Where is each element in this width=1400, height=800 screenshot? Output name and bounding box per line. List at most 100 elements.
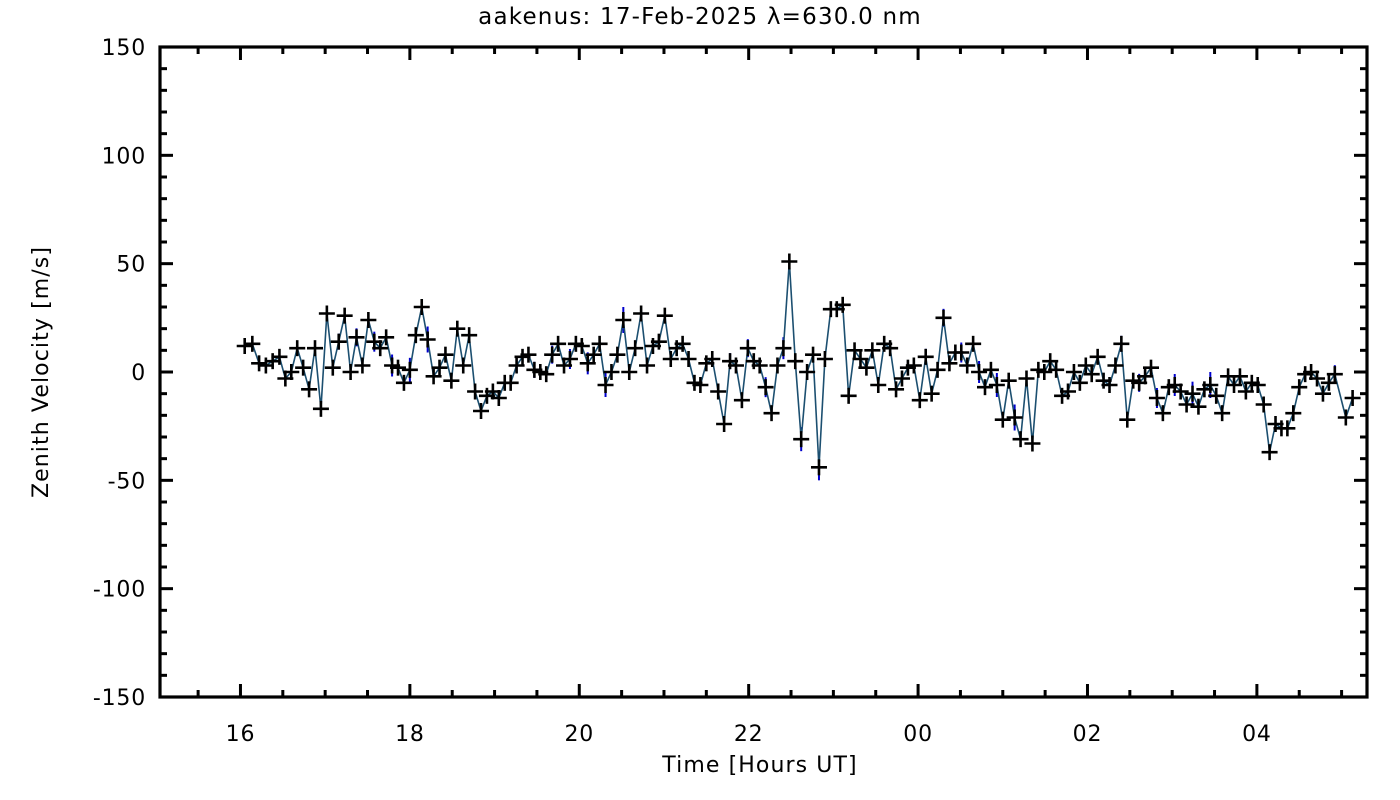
data-point-marker	[1048, 361, 1065, 378]
data-point-marker	[354, 357, 371, 374]
data-point-marker	[244, 335, 261, 352]
data-point-marker	[1190, 398, 1207, 415]
data-point-marker	[810, 459, 827, 476]
data-point-marker	[236, 338, 253, 354]
data-point-marker	[1285, 405, 1302, 422]
data-point-marker	[941, 355, 958, 372]
data-point-marker	[929, 361, 946, 378]
y-axis-title: Zenith Velocity [m/s]	[29, 246, 54, 498]
data-point-marker	[437, 346, 454, 363]
x-tick-label: 22	[734, 722, 764, 747]
data-point-marker	[751, 357, 768, 374]
page-title: aakenus: 17-Feb-2025 λ=630.0 nm	[478, 4, 922, 30]
data-point-marker	[739, 340, 756, 357]
data-point-marker	[271, 348, 288, 365]
data-point-marker	[360, 312, 377, 328]
x-tick-label: 04	[1242, 722, 1272, 747]
y-tick-label: 100	[102, 144, 146, 169]
data-point-marker	[846, 342, 863, 359]
data-point-marker	[1042, 353, 1059, 370]
data-point-marker	[793, 431, 810, 448]
data-point-marker	[882, 340, 899, 357]
y-axis-tick-labels: 150 100 50 0 -50 -100 -150	[93, 36, 146, 711]
data-point-marker	[935, 309, 952, 326]
data-point-marker	[710, 383, 727, 400]
data-point-marker	[467, 383, 484, 400]
data-point-marker	[763, 405, 780, 422]
data-point-marker	[508, 357, 525, 374]
data-point-marker	[490, 390, 507, 406]
data-point-marker	[609, 346, 626, 363]
data-point-marker	[905, 357, 922, 374]
data-point-marker	[425, 368, 442, 385]
error-bars	[243, 306, 1336, 481]
x-axis-title: Time [Hours UT]	[661, 753, 858, 778]
data-point-marker	[769, 357, 786, 374]
data-point-marker	[1279, 420, 1296, 437]
data-point-marker	[692, 377, 709, 393]
data-point-marker	[1119, 411, 1136, 428]
data-point-marker	[573, 338, 590, 354]
data-point-marker	[283, 364, 300, 380]
data-point-marker	[1143, 359, 1160, 376]
data-point-marker	[1071, 374, 1088, 391]
data-point-marker	[1107, 357, 1124, 374]
data-point-marker	[330, 333, 347, 350]
data-point-marker	[1344, 390, 1361, 406]
data-point-marker	[550, 335, 567, 352]
data-point-marker	[959, 357, 976, 374]
data-point-marker	[1172, 383, 1189, 400]
data-point-marker	[680, 351, 697, 367]
y-axis-major-ticks	[160, 153, 1367, 591]
data-point-marker	[443, 372, 460, 389]
data-point-marker	[650, 333, 667, 350]
data-point-marker	[656, 307, 673, 324]
data-point-marker	[976, 379, 993, 396]
data-point-marker	[1154, 405, 1171, 422]
data-point-marker	[852, 351, 869, 367]
data-point-marker	[1202, 377, 1219, 393]
data-point-marker	[295, 359, 312, 376]
data-point-marker	[1214, 405, 1231, 422]
data-point-marker	[390, 359, 407, 376]
data-point-marker	[971, 364, 988, 380]
data-point-marker	[1249, 377, 1266, 393]
data-point-marker	[733, 392, 750, 409]
data-point-markers	[236, 253, 1361, 476]
data-point-marker	[473, 403, 490, 419]
data-point-marker	[1101, 377, 1118, 393]
y-tick-label: -50	[108, 469, 146, 494]
data-point-marker	[431, 359, 448, 376]
data-point-marker	[1083, 366, 1100, 383]
data-point-marker	[544, 346, 561, 363]
data-point-marker	[401, 361, 418, 378]
data-point-marker	[1231, 368, 1248, 385]
data-point-marker	[1337, 409, 1354, 426]
data-point-marker	[1178, 396, 1195, 413]
data-point-marker	[1077, 357, 1094, 374]
data-point-marker	[1006, 409, 1023, 426]
data-point-marker	[1000, 372, 1017, 389]
data-point-marker	[716, 416, 733, 432]
data-point-marker	[318, 305, 335, 322]
data-point-marker	[289, 340, 306, 357]
data-point-marker	[378, 329, 395, 346]
data-point-marker	[413, 299, 430, 315]
data-point-marker	[965, 335, 982, 352]
data-point-marker	[579, 355, 596, 372]
data-point-marker	[1237, 383, 1254, 400]
data-point-marker	[1320, 374, 1337, 391]
data-point-marker	[395, 374, 412, 391]
data-point-marker	[342, 364, 359, 380]
data-point-marker	[324, 359, 341, 376]
data-point-marker	[662, 351, 679, 367]
data-point-marker	[1024, 435, 1041, 452]
data-point-marker	[923, 385, 940, 402]
data-point-marker	[455, 357, 472, 374]
data-point-marker	[449, 320, 466, 337]
x-axis-major-ticks	[238, 47, 1259, 697]
data-point-marker	[639, 357, 656, 374]
data-point-marker	[1291, 379, 1308, 396]
